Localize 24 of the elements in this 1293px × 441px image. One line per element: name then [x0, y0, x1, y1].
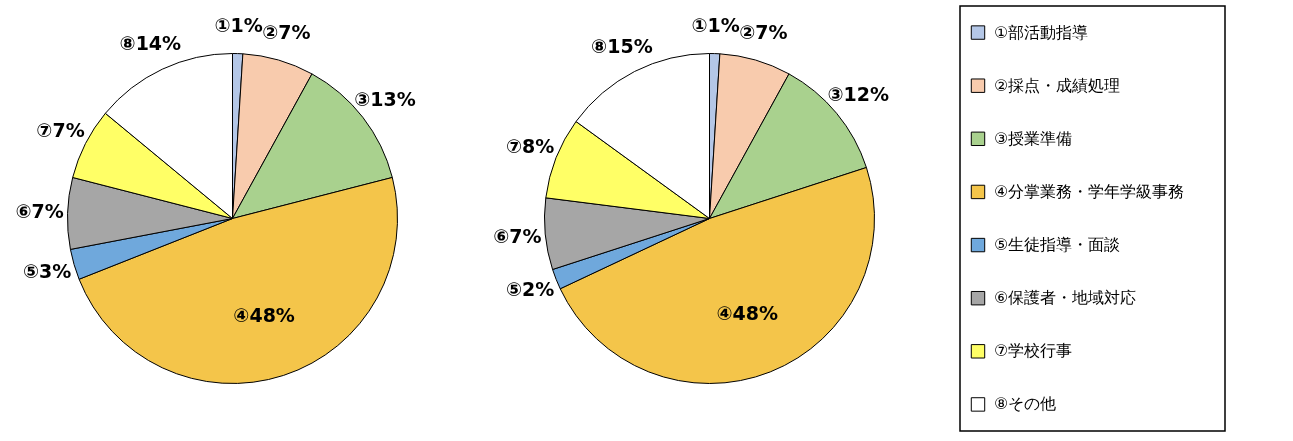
legend-label: ①部活動指導	[994, 22, 1089, 42]
data-label: ②7%	[262, 21, 311, 44]
data-label: ③13%	[354, 88, 416, 111]
data-label: ⑧14%	[119, 31, 182, 54]
legend-label: ⑧その他	[994, 394, 1057, 414]
data-label: ⑤2%	[505, 277, 555, 300]
data-label: ④48%	[716, 301, 778, 324]
data-label: ②7%	[739, 21, 788, 44]
legend-label: ⑥保護者・地域対応	[994, 288, 1137, 308]
legend-label: ⑦学校行事	[994, 341, 1073, 361]
legend-label: ③授業準備	[994, 128, 1073, 148]
data-label: ⑤3%	[22, 260, 72, 283]
data-label: ③12%	[827, 83, 889, 106]
data-label: ⑥7%	[15, 200, 64, 223]
data-label: ①1%	[214, 13, 263, 36]
data-label: ⑥7%	[493, 224, 542, 247]
data-label: ①1%	[691, 13, 740, 36]
data-label: ④48%	[233, 303, 295, 326]
data-label: ⑧15%	[591, 34, 653, 57]
data-label: ⑦8%	[505, 135, 555, 158]
legend-label: ④分掌業務・学年学級事務	[994, 181, 1185, 201]
legend-label: ⑤生徒指導・面談	[994, 235, 1121, 255]
legend-label: ②採点・成績処理	[994, 75, 1121, 95]
data-label: ⑦7%	[36, 118, 85, 141]
